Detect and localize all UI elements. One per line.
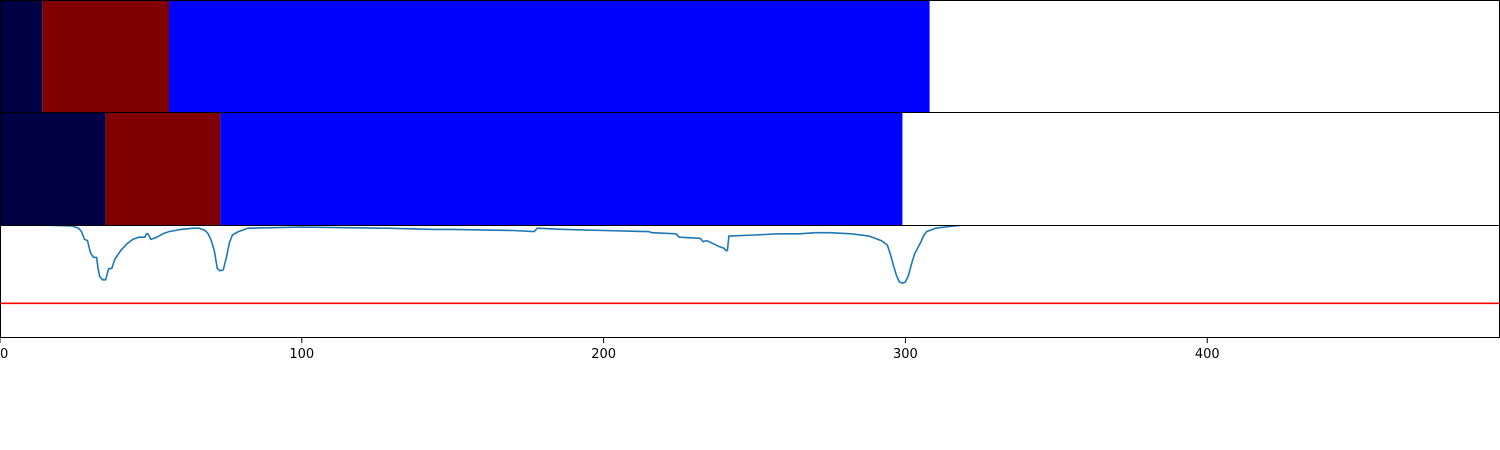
segment-top-0 <box>0 1 43 113</box>
panel-middle <box>0 113 903 226</box>
segment-top-1 <box>42 1 170 113</box>
panel-frame-2 <box>0 225 1500 338</box>
series-line-0 <box>46 226 963 284</box>
segment-middle-1 <box>105 113 221 226</box>
segment-middle-0 <box>0 113 106 226</box>
x-tick-label-100: 100 <box>289 347 314 362</box>
segment-top-2 <box>169 1 930 113</box>
panel-top <box>0 1 930 113</box>
x-tick-label-200: 200 <box>591 347 616 362</box>
x-axis: 0 100 200 300 400 <box>0 338 1220 362</box>
segment-middle-2 <box>220 113 903 226</box>
panel-bottom <box>0 226 1500 305</box>
x-tick-label-0: 0 <box>0 347 8 362</box>
x-tick-label-300: 300 <box>893 347 918 362</box>
x-tick-label-400: 400 <box>1195 347 1220 362</box>
